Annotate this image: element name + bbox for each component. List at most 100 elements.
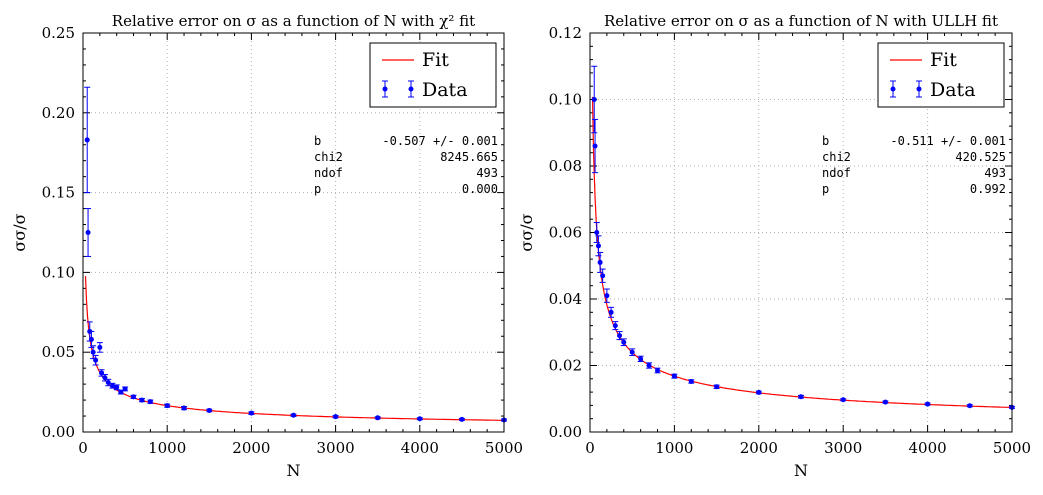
data-point (333, 414, 339, 420)
data-point (595, 243, 601, 249)
stats-label: p (314, 182, 321, 196)
chart-title: Relative error on σ as a function of N w… (112, 12, 475, 30)
data-point (139, 397, 145, 403)
y-tick-label: 0.00 (42, 423, 75, 441)
y-tick-label: 0.10 (549, 91, 582, 109)
x-tick-label: 1000 (655, 439, 693, 457)
stats-value: 0.000 (462, 182, 498, 196)
data-point (882, 399, 888, 405)
data-point (97, 344, 103, 350)
y-tick-label: 0.06 (549, 224, 582, 242)
data-point (105, 380, 111, 386)
stats-value: 493 (476, 166, 498, 180)
stats-label: b (314, 134, 321, 148)
data-point (248, 410, 254, 416)
y-axis-label: σσ/σ (10, 213, 29, 251)
stats-value: 493 (984, 166, 1006, 180)
legend-data-marker (916, 86, 922, 92)
legend-box (369, 42, 497, 108)
data-point (131, 394, 137, 400)
chart-panel-chi2: 0 1000 2000 3000 4000 5000 0.00 0.05 0.10 0.15 0.2… (10, 12, 523, 480)
x-tick-label: 3000 (317, 439, 355, 457)
stats-value: 420.525 (955, 150, 1006, 164)
x-tick-label: 2000 (740, 439, 778, 457)
data-point (88, 336, 94, 342)
data-point (714, 384, 720, 390)
data-point (90, 349, 96, 355)
stats-label: ndof (314, 166, 343, 180)
data-point (181, 405, 187, 411)
y-tick-label: 0.02 (549, 357, 582, 375)
data-point (646, 363, 652, 368)
data-point (600, 273, 606, 279)
legend-data-marker (382, 86, 388, 92)
legend-fit-label: Fit (930, 49, 957, 71)
data-point (629, 349, 635, 355)
data-point (164, 403, 170, 409)
x-tick-label: 3000 (824, 439, 862, 457)
x-tick-label: 5000 (993, 439, 1031, 457)
x-tick-label: 0 (78, 439, 88, 457)
data-point (206, 407, 212, 413)
data-point (597, 259, 603, 265)
data-point (638, 356, 644, 362)
fit-stats: b -0.511 +/- 0.001 chi2 420.525 ndof 493 p 0.99… (822, 134, 1006, 196)
stats-value: 8245.665 (440, 150, 498, 164)
chart-title: Relative error on σ as a function of N w… (604, 12, 998, 30)
data-point (594, 230, 600, 235)
legend-data-marker (408, 86, 414, 92)
y-tick-label: 0.08 (549, 157, 582, 175)
data-point (592, 143, 598, 149)
data-point (604, 293, 610, 299)
data-point (147, 399, 153, 405)
stats-value: -0.507 +/- 0.001 (382, 134, 498, 148)
data-point (375, 415, 381, 421)
data-point (655, 367, 661, 373)
y-tick-label: 0.25 (42, 24, 75, 42)
x-tick-label: 4000 (909, 439, 947, 457)
data-point (617, 333, 623, 339)
x-axis-label: N (794, 461, 808, 480)
data-point (688, 378, 694, 384)
stats-label: chi2 (314, 150, 343, 164)
stats-label: p (822, 182, 829, 196)
data-point (417, 416, 423, 422)
fit-curve (591, 96, 1011, 408)
data-point (591, 97, 597, 102)
data-point (85, 230, 91, 235)
axes-frame (82, 32, 505, 433)
y-tick-label: 0.05 (42, 343, 75, 361)
legend-data-marker (890, 86, 896, 92)
data-point (840, 397, 846, 403)
axes-frame (589, 32, 1013, 433)
data-point (608, 309, 614, 315)
data-point (671, 373, 677, 379)
stats-label: ndof (822, 166, 851, 180)
y-tick-label: 0.20 (42, 104, 75, 122)
y-axis-label: σσ/σ (517, 213, 536, 251)
data-point (756, 389, 762, 395)
stats-label: b (822, 134, 829, 148)
stats-value: 0.992 (970, 182, 1006, 196)
y-tick-label: 0.10 (42, 263, 75, 281)
y-tick-label: 0.12 (549, 24, 582, 42)
y-tick-label: 0.04 (549, 290, 582, 308)
data-point (459, 416, 465, 422)
data-point (114, 384, 120, 390)
data-point (621, 339, 627, 345)
stats-value: -0.511 +/- 0.001 (890, 134, 1006, 148)
y-tick-label: 0.00 (549, 423, 582, 441)
x-axis-label: N (287, 461, 301, 480)
data-point (798, 394, 804, 400)
data-point (93, 357, 99, 363)
x-tick-label: 0 (585, 439, 595, 457)
data-point (612, 323, 618, 329)
fit-stats: b -0.507 +/- 0.001 chi2 8245.665 ndof 493 p 0.0… (314, 134, 498, 196)
data-point (925, 401, 931, 407)
y-tick-label: 0.15 (42, 184, 75, 202)
x-tick-label: 4000 (401, 439, 439, 457)
legend-data-label: Data (930, 79, 976, 101)
legend-fit-label: Fit (422, 49, 449, 71)
